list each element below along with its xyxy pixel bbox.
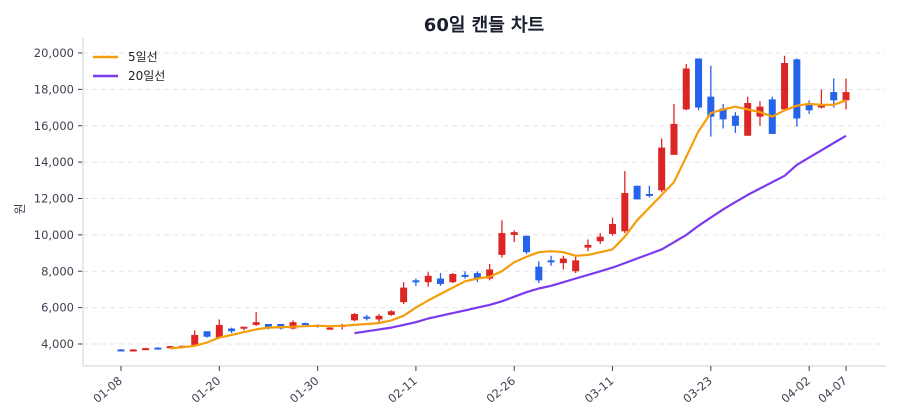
candle-body — [670, 123, 678, 155]
grid-lines — [83, 52, 886, 345]
candle-body — [781, 63, 789, 110]
candle-body — [547, 260, 555, 263]
candle-body — [609, 223, 617, 234]
x-tick-label: 03-11 — [582, 374, 617, 406]
candle-body — [412, 280, 420, 283]
candle-body — [264, 323, 272, 329]
candle-body — [621, 193, 629, 232]
y-tick-label: 16,000 — [34, 119, 74, 133]
candle-body — [830, 92, 838, 101]
candle-body — [350, 313, 358, 321]
y-tick-label: 18,000 — [34, 82, 74, 96]
candle-body — [228, 328, 236, 332]
candle-body — [117, 349, 125, 352]
legend-ma5-label: 5일선 — [128, 50, 158, 64]
y-tick-label: 10,000 — [34, 228, 74, 242]
ma5-line — [170, 99, 847, 350]
x-tick-label: 04-07 — [815, 374, 850, 406]
candle-body — [240, 326, 248, 329]
axes: 4,000 6,000 8,000 10,000 12,000 14,000 16,000 1… — [34, 38, 886, 406]
candle-body — [154, 347, 162, 350]
candle-body — [301, 323, 309, 326]
candle-body — [363, 316, 371, 319]
y-tick-label: 8,000 — [41, 264, 74, 278]
y-tick-label: 4,000 — [41, 337, 74, 351]
candle-body — [215, 324, 223, 338]
candle-body — [510, 232, 518, 235]
candle-body — [658, 147, 666, 191]
x-tick-label: 02-26 — [484, 374, 519, 406]
candle-body — [142, 348, 150, 351]
x-tick-label: 03-23 — [680, 374, 715, 406]
candle-body — [436, 278, 444, 284]
candle-body — [400, 287, 408, 303]
candle-body — [719, 108, 727, 120]
candle-body — [252, 322, 260, 325]
candle-body — [535, 266, 543, 281]
candle-body — [461, 274, 469, 277]
candle-body — [498, 233, 506, 255]
candle-body — [486, 269, 494, 279]
x-tick-label: 01-30 — [287, 374, 322, 406]
candle-body — [596, 236, 604, 242]
candle-body — [584, 244, 592, 248]
ma5-polyline — [170, 99, 847, 350]
candle-body — [473, 273, 481, 279]
candle-body — [572, 260, 580, 272]
x-tick-label: 01-20 — [189, 374, 224, 406]
candle-body — [744, 103, 752, 136]
candle-body — [793, 59, 801, 119]
ma20-line — [354, 134, 847, 335]
candle-body — [449, 273, 457, 283]
candle-body — [805, 103, 813, 111]
x-tick-label: 01-08 — [90, 374, 125, 406]
candle-body — [559, 258, 567, 264]
candle-body — [387, 311, 395, 315]
candle-body — [707, 96, 715, 117]
candle-body — [289, 322, 297, 329]
y-axis-label: 원 — [13, 203, 27, 214]
candles — [117, 55, 850, 352]
candle-body — [633, 185, 641, 200]
y-tick-label: 20,000 — [34, 46, 74, 60]
candle-body — [523, 235, 531, 253]
candle-body — [326, 327, 334, 330]
ma20-polyline — [354, 134, 847, 335]
y-tick-label: 6,000 — [41, 301, 74, 315]
x-tick-label: 04-02 — [778, 374, 813, 406]
y-tick-label: 14,000 — [34, 155, 74, 169]
candle-body — [731, 115, 739, 126]
candle-body — [166, 346, 174, 349]
x-tick-label: 02-11 — [385, 374, 420, 406]
legend: 5일선 20일선 — [93, 50, 165, 83]
candle-body — [695, 58, 703, 108]
chart-title: 60일 캔들 차트 — [424, 15, 544, 36]
candle-body — [645, 193, 653, 196]
candle-body — [842, 92, 850, 101]
legend-ma20-label: 20일선 — [128, 69, 165, 83]
candle-body — [682, 68, 690, 110]
y-tick-label: 12,000 — [34, 192, 74, 206]
candle-body — [129, 349, 137, 352]
candle-body — [203, 331, 211, 337]
candle-body — [191, 334, 199, 345]
candle-body — [424, 275, 432, 283]
candle-body — [375, 315, 383, 320]
